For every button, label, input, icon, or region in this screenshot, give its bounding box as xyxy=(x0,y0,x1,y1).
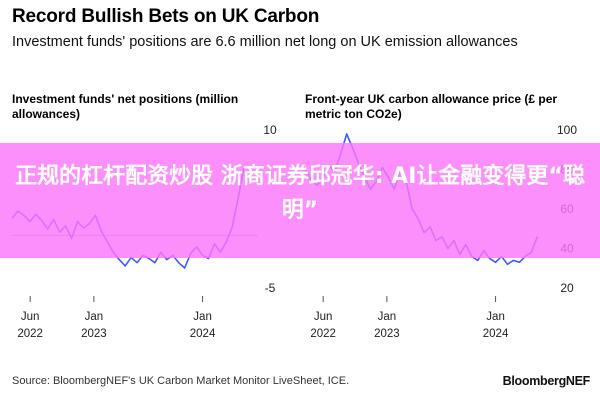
chart-subtitle: Investment funds' positions are 6.6 mill… xyxy=(12,34,518,50)
right-y-tick-label: 20 xyxy=(560,281,574,295)
left-x-tick-label: Jan xyxy=(85,311,104,323)
right-x-tick-label: Jan xyxy=(486,311,505,323)
source-note: Source: BloombergNEF's UK Carbon Market … xyxy=(12,375,350,387)
left-y-tick-label: 10 xyxy=(263,123,277,137)
left-x-tick-label: Jun xyxy=(21,311,40,323)
chart-title: Record Bullish Bets on UK Carbon xyxy=(12,6,320,27)
left-panel-title: Investment funds' net positions (million… xyxy=(12,92,239,121)
right-x-tick-label: Jun xyxy=(314,311,333,323)
right-x-tick-year: 2022 xyxy=(310,328,336,340)
left-x-tick-year: 2024 xyxy=(190,328,216,340)
overlay-banner xyxy=(0,143,600,258)
right-x-tick-label: Jan xyxy=(378,311,397,323)
left-y-tick-label: -5 xyxy=(265,281,276,295)
left-x-tick-year: 2023 xyxy=(81,328,107,340)
brand-logo: BloombergNEF xyxy=(502,374,591,388)
right-y-tick-label: 100 xyxy=(557,123,577,137)
left-x-tick-year: 2022 xyxy=(17,328,43,340)
overlay-banner-text: 正规的杠杆配资炒股 浙商证券邱冠华: AI让金融变得更“聪明” xyxy=(15,164,585,223)
right-x-tick-year: 2024 xyxy=(483,328,509,340)
left-x-tick-label: Jan xyxy=(193,311,212,323)
right-panel-title: Front-year UK carbon allowance price (£ … xyxy=(305,92,558,121)
right-x-tick-year: 2023 xyxy=(374,328,400,340)
